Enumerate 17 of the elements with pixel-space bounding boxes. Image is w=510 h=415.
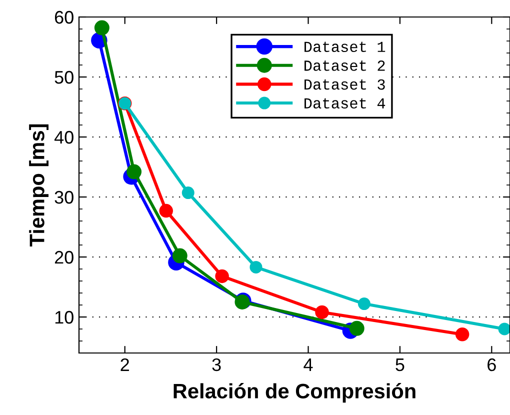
legend-label: Dataset 2 <box>304 60 385 71</box>
y-tick-label: 30 <box>54 190 74 204</box>
y-tick-label: 50 <box>54 70 74 84</box>
x-tick-label: 3 <box>212 358 221 372</box>
y-tick-label: 10 <box>55 310 74 324</box>
x-tick-label: 2 <box>120 358 129 371</box>
y-tick-label: 60 <box>54 10 74 24</box>
x-tick-label: 4 <box>304 358 313 371</box>
y-tick-label: 40 <box>54 130 74 144</box>
legend-label: Dataset 1 <box>304 42 386 52</box>
y-axis-title: Tiempo [ms] <box>29 124 48 247</box>
y-tick-label: 20 <box>54 250 74 264</box>
x-tick-label: 6 <box>488 358 496 372</box>
x-axis-title: Relación de Compresión <box>174 383 416 403</box>
x-tick-label: 5 <box>396 358 404 372</box>
legend-label: Dataset 4 <box>304 98 386 109</box>
legend-label: Dataset 3 <box>304 79 385 90</box>
